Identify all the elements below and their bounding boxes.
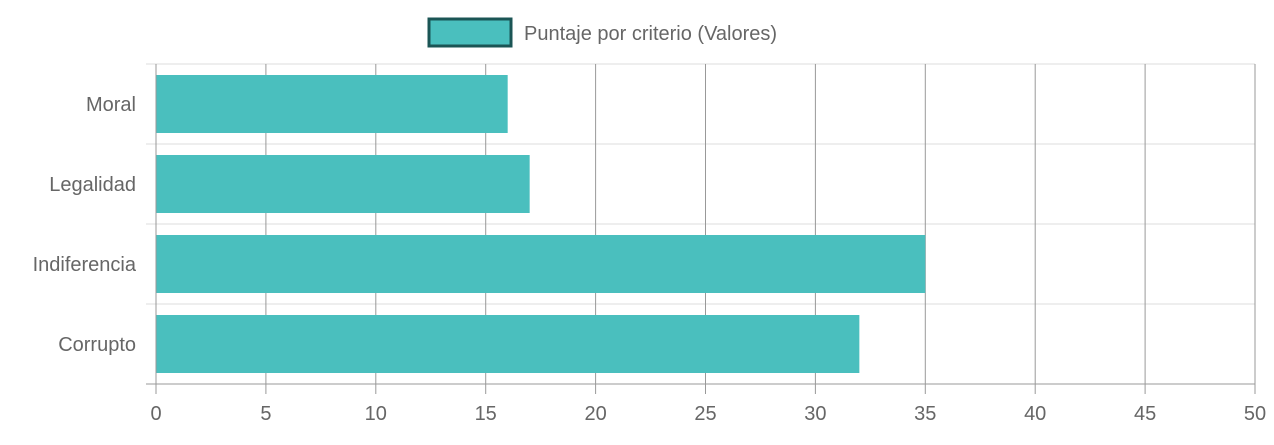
x-tick-label: 15 <box>475 403 497 425</box>
y-category-label: Indiferencia <box>33 254 137 276</box>
axes: 0 5 10 15 20 25 30 35 40 45 50 Moral Legalidad Indife… <box>33 64 1266 425</box>
x-tick-label: 35 <box>914 403 936 425</box>
bar-moral[interactable] <box>156 75 508 133</box>
legend-swatch[interactable] <box>427 17 513 48</box>
x-tick-label: 25 <box>694 403 716 425</box>
x-tick-label: 45 <box>1134 403 1156 425</box>
y-category-label: Moral <box>86 94 136 116</box>
x-tick-label: 0 <box>150 403 161 425</box>
x-tick-label: 50 <box>1244 403 1266 425</box>
bar-corrupto[interactable] <box>156 315 860 373</box>
x-tick-label: 5 <box>260 403 271 425</box>
bars <box>156 75 926 373</box>
legend[interactable]: Puntaje por criterio (Valores) <box>427 17 777 48</box>
x-tick-label: 30 <box>804 403 826 425</box>
y-category-label: Corrupto <box>58 334 136 356</box>
legend-label[interactable]: Puntaje por criterio (Valores) <box>524 23 777 45</box>
y-category-label: Legalidad <box>49 174 136 196</box>
x-tick-label: 40 <box>1024 403 1046 425</box>
bar-indiferencia[interactable] <box>156 235 926 293</box>
x-tick-label: 20 <box>584 403 606 425</box>
bar-legalidad[interactable] <box>156 155 530 213</box>
x-tick-label: 10 <box>365 403 387 425</box>
